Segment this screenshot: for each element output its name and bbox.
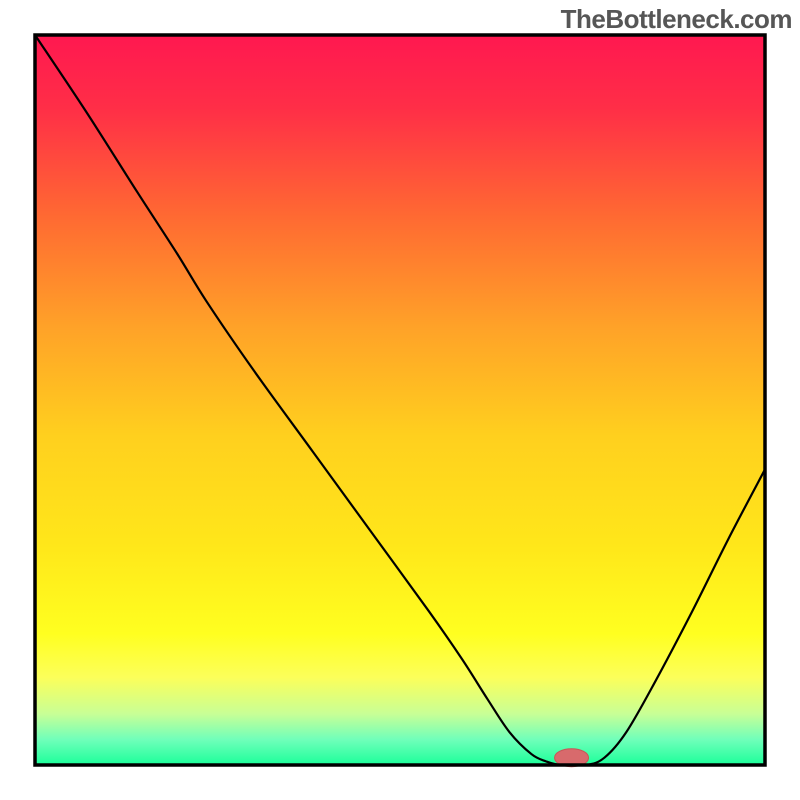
watermark-text: TheBottleneck.com xyxy=(561,4,792,35)
gradient-background xyxy=(35,35,765,765)
bottleneck-chart xyxy=(0,0,800,800)
